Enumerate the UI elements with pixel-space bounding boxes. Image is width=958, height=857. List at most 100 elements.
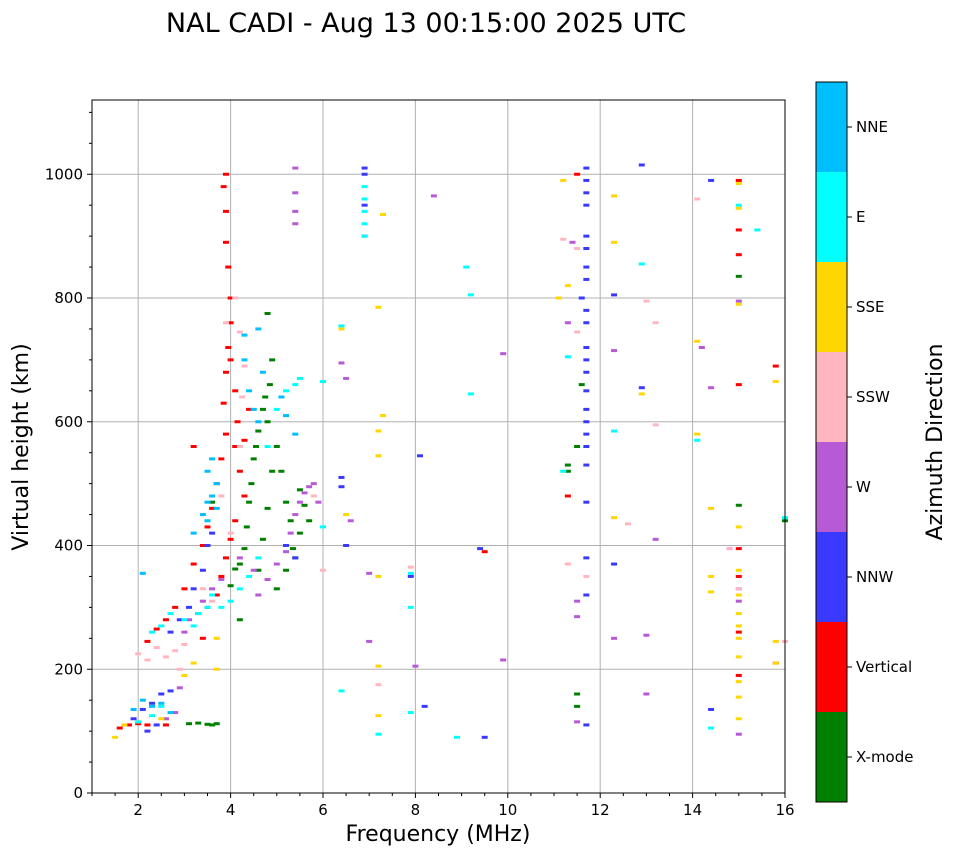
data-point-nnw xyxy=(638,163,645,167)
data-point-x-mode xyxy=(262,395,269,399)
data-point-vertical xyxy=(735,547,742,551)
data-point-e xyxy=(227,599,234,603)
data-point-vertical xyxy=(735,673,742,677)
data-point-nnw xyxy=(583,389,590,393)
data-point-x-mode xyxy=(264,506,271,510)
data-point-w xyxy=(292,166,299,170)
data-point-w xyxy=(366,639,373,643)
data-point-nnw xyxy=(708,178,715,182)
data-point-e xyxy=(135,720,142,724)
data-point-sse xyxy=(213,636,220,640)
data-point-vertical xyxy=(199,636,206,640)
x-tick-label: 16 xyxy=(775,801,794,819)
colorbar-label: Azimuth Direction xyxy=(923,343,948,540)
data-point-vertical xyxy=(218,457,225,461)
data-point-w xyxy=(708,386,715,390)
data-point-vertical xyxy=(225,346,232,349)
data-point-sse xyxy=(735,568,742,572)
data-point-sse xyxy=(375,305,382,309)
y-tick-label: 600 xyxy=(54,413,83,431)
data-point-ssw xyxy=(643,299,650,303)
data-point-sse xyxy=(213,667,220,671)
data-point-nnw xyxy=(583,308,590,312)
data-point-w xyxy=(574,720,581,724)
data-point-e xyxy=(158,624,165,628)
data-point-sse xyxy=(158,717,165,721)
data-point-x-mode xyxy=(253,445,260,448)
data-point-nnw xyxy=(583,420,590,424)
data-point-vertical xyxy=(232,519,239,523)
x-tick-label: 12 xyxy=(591,801,610,819)
data-point-nnw xyxy=(158,692,165,696)
data-point-w xyxy=(218,578,225,582)
data-point-vertical xyxy=(125,723,132,727)
data-point-nnw xyxy=(209,531,216,535)
colorbar-segment xyxy=(816,352,847,442)
colorbar: X-mode Vertical NNW W SSW SSE E NNE xyxy=(815,81,913,803)
data-point-x-mode xyxy=(283,568,290,572)
data-point-vertical xyxy=(236,469,243,473)
data-point-vertical xyxy=(232,389,239,393)
data-point-vertical xyxy=(222,240,229,244)
data-point-e xyxy=(338,689,345,693)
data-point-w xyxy=(264,578,271,582)
data-point-nnw xyxy=(283,544,290,547)
data-point-sse xyxy=(181,673,188,677)
data-point-nnw xyxy=(130,717,137,721)
data-point-w xyxy=(643,633,650,637)
x-tick-label: 14 xyxy=(683,801,702,819)
data-point-sse xyxy=(735,636,742,640)
data-point-ssw xyxy=(320,568,326,572)
data-point-x-mode xyxy=(574,445,581,448)
y-tick-label: 1000 xyxy=(45,165,83,183)
data-point-nnw xyxy=(583,556,590,560)
data-point-sse xyxy=(735,302,742,306)
data-point-vertical xyxy=(574,172,581,176)
data-point-vertical xyxy=(227,296,234,300)
data-point-nnw xyxy=(708,707,715,711)
data-point-e xyxy=(694,438,701,442)
data-point-nne xyxy=(167,711,174,715)
data-point-e xyxy=(375,732,382,736)
data-point-w xyxy=(347,519,354,523)
data-point-w xyxy=(574,615,581,619)
data-point-nnw xyxy=(638,386,645,390)
data-point-x-mode xyxy=(735,503,742,507)
data-point-vertical xyxy=(116,726,123,730)
data-point-sse xyxy=(708,574,715,578)
data-point-w xyxy=(611,636,618,640)
data-point-w xyxy=(343,376,350,380)
data-point-x-mode xyxy=(273,445,280,448)
data-point-sse xyxy=(375,574,382,578)
data-point-x-mode xyxy=(264,311,271,315)
data-point-nnw xyxy=(583,346,590,349)
data-point-x-mode xyxy=(269,469,276,473)
data-point-sse xyxy=(121,723,128,727)
data-point-x-mode xyxy=(564,469,571,473)
data-point-ssw xyxy=(153,646,160,650)
data-point-nnw xyxy=(292,556,299,560)
data-point-ssw xyxy=(652,321,659,325)
data-point-sse xyxy=(112,735,119,739)
data-point-e xyxy=(236,587,243,591)
data-point-ssw xyxy=(583,574,590,578)
data-point-vertical xyxy=(209,506,216,510)
data-point-e xyxy=(149,630,156,634)
data-point-vertical xyxy=(227,537,234,541)
y-tick-label: 400 xyxy=(54,537,83,555)
data-point-nnw xyxy=(583,234,590,238)
data-point-nnw xyxy=(338,485,345,489)
data-point-sse xyxy=(694,432,701,436)
data-point-sse xyxy=(343,513,350,517)
data-point-e xyxy=(181,618,188,622)
data-point-w xyxy=(412,664,419,668)
data-point-x-mode xyxy=(283,500,290,504)
data-point-x-mode xyxy=(289,547,296,551)
data-point-sse xyxy=(611,194,618,198)
data-point-nne xyxy=(283,414,290,418)
data-point-x-mode xyxy=(264,420,271,424)
data-point-nnw xyxy=(583,178,590,182)
data-point-x-mode xyxy=(287,519,294,523)
data-point-w xyxy=(564,321,571,325)
data-point-ssw xyxy=(239,395,246,399)
